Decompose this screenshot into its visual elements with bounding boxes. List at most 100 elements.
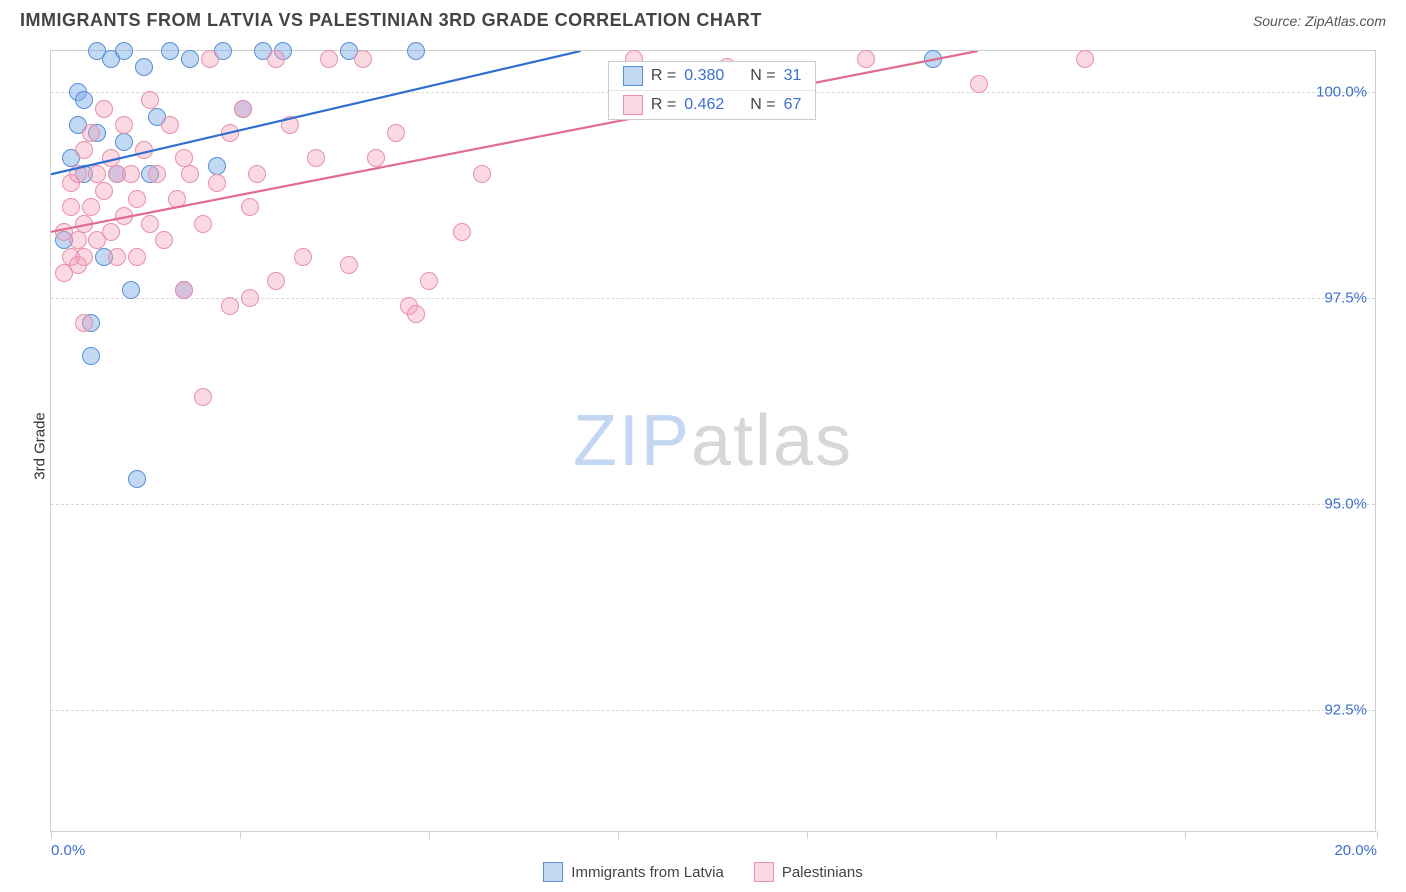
legend-swatch (543, 862, 563, 882)
data-point (102, 223, 120, 241)
x-tick (807, 831, 808, 839)
data-point (181, 50, 199, 68)
x-tick (240, 831, 241, 839)
data-point (115, 207, 133, 225)
x-tick (51, 831, 52, 839)
data-point (75, 215, 93, 233)
data-point (82, 124, 100, 142)
data-point (168, 190, 186, 208)
data-point (128, 190, 146, 208)
data-point (75, 91, 93, 109)
data-point (135, 141, 153, 159)
y-tick-label: 92.5% (1324, 701, 1367, 718)
legend-n-value: 67 (784, 96, 802, 114)
data-point (387, 124, 405, 142)
correlation-legend: R = 0.380 N = 31 R = 0.462 N = 67 (608, 61, 817, 120)
data-point (267, 50, 285, 68)
data-point (75, 314, 93, 332)
legend-r-value: 0.380 (684, 67, 724, 85)
data-point (473, 165, 491, 183)
legend-row: R = 0.380 N = 31 (609, 62, 816, 91)
legend-swatch (754, 862, 774, 882)
source-attribution: Source: ZipAtlas.com (1253, 13, 1386, 29)
data-point (221, 124, 239, 142)
title-row: IMMIGRANTS FROM LATVIA VS PALESTINIAN 3R… (0, 0, 1406, 31)
data-point (407, 305, 425, 323)
data-point (281, 116, 299, 134)
data-point (115, 116, 133, 134)
data-point (194, 388, 212, 406)
data-point (367, 149, 385, 167)
gridline (51, 710, 1375, 711)
data-point (62, 198, 80, 216)
data-point (161, 42, 179, 60)
data-point (148, 165, 166, 183)
legend-r-label: R = (651, 67, 676, 85)
data-point (122, 281, 140, 299)
legend-n-label: N = (750, 96, 775, 114)
data-point (161, 116, 179, 134)
x-tick (429, 831, 430, 839)
data-point (95, 182, 113, 200)
data-point (407, 42, 425, 60)
data-point (102, 149, 120, 167)
gridline (51, 504, 1375, 505)
data-point (69, 231, 87, 249)
data-point (234, 100, 252, 118)
x-tick-label: 0.0% (51, 842, 85, 859)
x-tick (996, 831, 997, 839)
data-point (208, 157, 226, 175)
legend-item: Palestinians (754, 862, 863, 882)
data-point (970, 75, 988, 93)
x-tick (1377, 831, 1378, 839)
data-point (320, 50, 338, 68)
data-point (82, 347, 100, 365)
data-point (175, 149, 193, 167)
data-point (175, 281, 193, 299)
data-point (248, 165, 266, 183)
data-point (201, 50, 219, 68)
data-point (267, 272, 285, 290)
data-point (208, 174, 226, 192)
y-axis-title: 3rd Grade (31, 412, 48, 480)
data-point (340, 256, 358, 274)
data-point (128, 248, 146, 266)
legend-swatch (623, 66, 643, 86)
data-point (294, 248, 312, 266)
data-point (181, 165, 199, 183)
data-point (141, 215, 159, 233)
chart-title: IMMIGRANTS FROM LATVIA VS PALESTINIAN 3R… (20, 10, 762, 31)
chart-container: IMMIGRANTS FROM LATVIA VS PALESTINIAN 3R… (0, 0, 1406, 892)
x-tick (1185, 831, 1186, 839)
data-point (115, 133, 133, 151)
data-point (194, 215, 212, 233)
y-tick-label: 100.0% (1316, 84, 1367, 101)
legend-item: Immigrants from Latvia (543, 862, 724, 882)
x-tick (618, 831, 619, 839)
data-point (1076, 50, 1094, 68)
data-point (108, 248, 126, 266)
data-point (924, 50, 942, 68)
data-point (453, 223, 471, 241)
data-point (95, 100, 113, 118)
y-tick-label: 97.5% (1324, 289, 1367, 306)
data-point (75, 248, 93, 266)
legend-row: R = 0.462 N = 67 (609, 91, 816, 119)
y-tick-label: 95.0% (1324, 495, 1367, 512)
data-point (128, 470, 146, 488)
data-point (135, 58, 153, 76)
data-point (420, 272, 438, 290)
data-point (88, 165, 106, 183)
data-point (75, 141, 93, 159)
legend-n-value: 31 (784, 67, 802, 85)
legend-label: Palestinians (782, 864, 863, 881)
legend-n-label: N = (750, 67, 775, 85)
series-legend: Immigrants from Latvia Palestinians (0, 862, 1406, 882)
legend-swatch (623, 95, 643, 115)
x-tick-label: 20.0% (1334, 842, 1377, 859)
legend-r-value: 0.462 (684, 96, 724, 114)
data-point (69, 165, 87, 183)
data-point (122, 165, 140, 183)
legend-r-label: R = (651, 96, 676, 114)
data-point (241, 198, 259, 216)
